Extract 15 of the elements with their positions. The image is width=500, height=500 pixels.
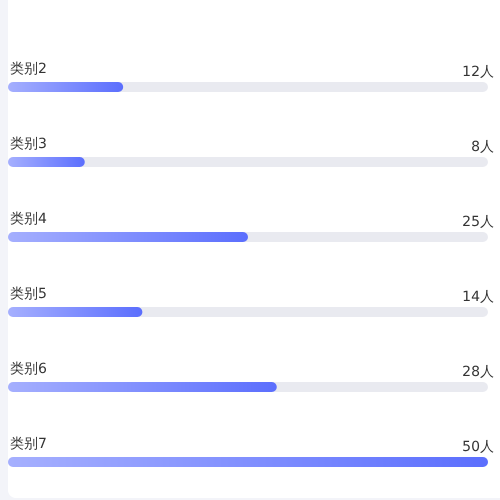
data-label: 14人 <box>462 289 494 305</box>
bar <box>8 82 124 92</box>
data-label: 8人 <box>471 139 494 155</box>
y-tick-label: 类别7 <box>10 436 47 452</box>
data-label: 28人 <box>462 364 494 380</box>
data-label: 12人 <box>462 64 494 80</box>
y-tick-label: 类别6 <box>10 361 47 377</box>
y-tick-label: 类别3 <box>10 136 47 152</box>
bar <box>8 307 142 317</box>
data-label: 50人 <box>462 439 494 455</box>
y-tick-label: 类别5 <box>10 286 47 302</box>
bar <box>8 157 85 167</box>
data-label: 25人 <box>462 214 494 230</box>
y-tick-label: 类别2 <box>10 61 47 77</box>
y-tick-label: 类别4 <box>10 211 47 227</box>
